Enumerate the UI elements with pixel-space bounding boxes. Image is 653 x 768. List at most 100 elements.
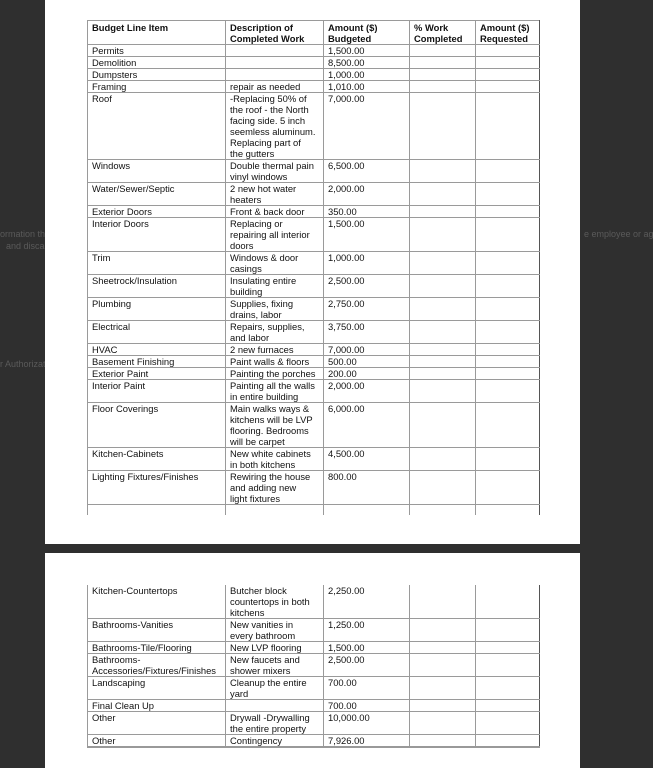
- cell-budget-line-item: Interior Doors: [87, 217, 226, 252]
- cell-percent-work-completed: [409, 447, 476, 471]
- cell-budget-line-item: Sheetrock/Insulation: [87, 274, 226, 298]
- cell-amount-requested: [475, 205, 540, 218]
- cell-amount-budgeted: 6,000.00: [323, 402, 410, 448]
- cell-description: Contingency: [225, 734, 324, 748]
- cell-budget-line-item: Water/Sewer/Septic: [87, 182, 226, 206]
- cell-amount-requested: [475, 159, 540, 183]
- column-header-amount-budgeted: Amount ($) Budgeted: [323, 20, 410, 45]
- cell-percent-work-completed: [409, 297, 476, 321]
- cell-budget-line-item: Electrical: [87, 320, 226, 344]
- cell-budget-line-item: Plumbing: [87, 297, 226, 321]
- cell-amount-budgeted: 3,750.00: [323, 320, 410, 344]
- cell-description: Windows & door casings: [225, 251, 324, 275]
- cell-empty: [87, 504, 226, 515]
- cell-amount-requested: [475, 217, 540, 252]
- cell-amount-requested: [475, 343, 540, 356]
- table-row: Sheetrock/Insulation Insulating entire bu…: [87, 274, 540, 298]
- cell-amount-budgeted: 7,000.00: [323, 92, 410, 160]
- cell-amount-requested: [475, 699, 540, 712]
- cell-budget-line-item: Interior Paint: [87, 379, 226, 403]
- cell-percent-work-completed: [409, 711, 476, 735]
- cell-budget-line-item: Framing: [87, 80, 226, 93]
- document-page-2: Kitchen-Countertops Butcher block counter…: [45, 553, 580, 768]
- table-row: Kitchen-Cabinets New white cabinets in bo…: [87, 447, 540, 471]
- cell-percent-work-completed: [409, 367, 476, 380]
- cell-amount-requested: [475, 297, 540, 321]
- cell-description: 2 new hot water heaters: [225, 182, 324, 206]
- table-row: Demolition 8,500.00: [87, 56, 540, 69]
- cell-amount-budgeted: 4,500.00: [323, 447, 410, 471]
- cell-budget-line-item: Roof: [87, 92, 226, 160]
- document-page-1: Budget Line Item Description of Completed…: [45, 0, 580, 544]
- cell-amount-requested: [475, 379, 540, 403]
- table-row: Basement Finishing Paint walls & floors 50…: [87, 355, 540, 368]
- cell-description: Painting the porches: [225, 367, 324, 380]
- cell-description: New faucets and shower mixers: [225, 653, 324, 677]
- cell-amount-budgeted: 6,500.00: [323, 159, 410, 183]
- cell-percent-work-completed: [409, 355, 476, 368]
- cell-description: -Replacing 50% of the roof - the North f…: [225, 92, 324, 160]
- cell-percent-work-completed: [409, 68, 476, 81]
- cell-budget-line-item: Kitchen-Cabinets: [87, 447, 226, 471]
- cell-description: Double thermal pain vinyl windows: [225, 159, 324, 183]
- table-row: Interior Paint Painting all the walls in …: [87, 379, 540, 403]
- column-header-description: Description of Completed Work: [225, 20, 324, 45]
- cell-percent-work-completed: [409, 56, 476, 69]
- cell-budget-line-item: HVAC: [87, 343, 226, 356]
- cell-percent-work-completed: [409, 320, 476, 344]
- budget-table: Budget Line Item Description of Completed…: [87, 20, 540, 515]
- cell-percent-work-completed: [409, 182, 476, 206]
- cell-percent-work-completed: [409, 653, 476, 677]
- cell-empty: [225, 504, 324, 515]
- cell-budget-line-item: Bathrooms-Vanities: [87, 618, 226, 642]
- background-ghost-text: and discar: [6, 241, 48, 251]
- cell-amount-budgeted: 1,000.00: [323, 68, 410, 81]
- cell-empty: [475, 504, 540, 515]
- cell-amount-requested: [475, 56, 540, 69]
- table-row: Permits 1,500.00: [87, 44, 540, 57]
- table-row: Roof -Replacing 50% of the roof - the Nor…: [87, 92, 540, 160]
- cell-amount-requested: [475, 653, 540, 677]
- background-ghost-text: ormation tha: [0, 229, 51, 239]
- column-header-budget-line-item: Budget Line Item: [87, 20, 226, 45]
- table-row: Exterior Paint Painting the porches 200.00: [87, 367, 540, 380]
- cell-amount-requested: [475, 734, 540, 748]
- cell-budget-line-item: Bathrooms- Accessories/Fixtures/Finishes: [87, 653, 226, 677]
- table-row: Kitchen-Countertops Butcher block counter…: [87, 585, 540, 619]
- cell-amount-budgeted: 800.00: [323, 470, 410, 505]
- table-row: Plumbing Supplies, fixing drains, labor 2,…: [87, 297, 540, 321]
- cell-budget-line-item: Final Clean Up: [87, 699, 226, 712]
- cell-description: Replacing or repairing all interior door…: [225, 217, 324, 252]
- cell-amount-requested: [475, 447, 540, 471]
- cell-amount-budgeted: 2,750.00: [323, 297, 410, 321]
- cell-amount-requested: [475, 355, 540, 368]
- cell-percent-work-completed: [409, 159, 476, 183]
- cell-amount-budgeted: 7,000.00: [323, 343, 410, 356]
- cell-budget-line-item: Basement Finishing: [87, 355, 226, 368]
- cell-percent-work-completed: [409, 676, 476, 700]
- cell-amount-budgeted: 1,500.00: [323, 641, 410, 654]
- table-row: Other Drywall -Drywalling the entire prop…: [87, 711, 540, 735]
- cell-description: Repairs, supplies, and labor: [225, 320, 324, 344]
- cell-amount-budgeted: 1,500.00: [323, 217, 410, 252]
- cell-budget-line-item: Other: [87, 711, 226, 735]
- cell-description: [225, 699, 324, 712]
- table-row: Final Clean Up 700.00: [87, 699, 540, 712]
- cell-description: Rewiring the house and adding new light …: [225, 470, 324, 505]
- cell-description: Insulating entire building: [225, 274, 324, 298]
- table-row: Landscaping Cleanup the entire yard 700.00: [87, 676, 540, 700]
- cell-description: Front & back door: [225, 205, 324, 218]
- cell-percent-work-completed: [409, 274, 476, 298]
- table-row: Water/Sewer/Septic 2 new hot water heater…: [87, 182, 540, 206]
- table-row: Electrical Repairs, supplies, and labor 3,…: [87, 320, 540, 344]
- cell-description: Painting all the walls in entire buildin…: [225, 379, 324, 403]
- cell-amount-budgeted: 8,500.00: [323, 56, 410, 69]
- cell-budget-line-item: Lighting Fixtures/Finishes: [87, 470, 226, 505]
- budget-table-continued: Kitchen-Countertops Butcher block counter…: [87, 585, 540, 748]
- cell-percent-work-completed: [409, 641, 476, 654]
- cell-amount-budgeted: 350.00: [323, 205, 410, 218]
- cell-amount-budgeted: 1,250.00: [323, 618, 410, 642]
- cell-description: Supplies, fixing drains, labor: [225, 297, 324, 321]
- table-row: Interior Doors Replacing or repairing all…: [87, 217, 540, 252]
- cell-description: Cleanup the entire yard: [225, 676, 324, 700]
